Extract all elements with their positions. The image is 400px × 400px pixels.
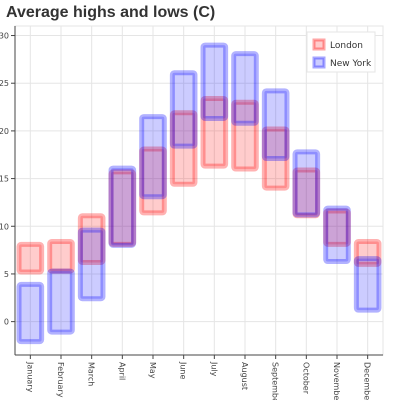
y-tick-label: 5 [4,270,9,279]
range-bar-london [47,239,75,274]
range-bar-london [169,110,198,187]
range-bar-london [16,241,45,275]
range-bar-new-york [169,70,198,149]
range-bar-new-york [47,268,75,335]
x-tick-label: August [240,362,249,390]
y-tick-label: 30 [0,32,9,41]
legend-box [306,31,376,73]
y-tick-label: 0 [4,318,9,327]
x-tick-label: May [148,362,157,379]
legend-swatch [312,56,326,69]
legend-label: New York [330,59,372,69]
x-tick-label: January [25,361,34,393]
range-bar-london [108,169,137,247]
x-tick-label: February [56,362,65,398]
range-bar-london [200,95,229,169]
x-tick-label: September [271,362,280,400]
x-tick-label: July [209,361,218,377]
x-tick-label: October [301,362,310,395]
range-bar-london [139,146,167,216]
range-bar-new-york [200,42,229,122]
chart-title: Average highs and lows (C) [6,4,216,21]
range-bar-london [353,239,382,267]
range-bar-london [323,208,351,247]
range-bar-new-york [353,256,382,313]
x-tick-label: April [117,362,126,380]
y-tick-label: 25 [0,79,9,88]
range-bar-new-york [108,165,137,248]
x-tick-label: November [332,362,341,400]
range-bar-london [292,167,321,219]
y-tick-label: 20 [0,127,9,136]
range-bar-new-york [292,149,321,218]
range-bar-new-york [261,88,290,162]
y-tick-label: 10 [0,222,9,231]
range-bar-london [231,99,259,172]
range-bar-new-york [231,51,259,126]
x-tick-label: June [179,361,188,380]
range-bar-london [77,213,106,265]
x-tick-label: March [87,362,96,386]
range-bar-new-york [139,114,167,200]
y-tick-label: 15 [0,175,9,184]
range-bar-london [261,126,290,191]
range-bar-new-york [323,205,351,265]
range-bar-new-york [16,281,45,345]
x-tick-label: December [363,362,372,400]
range-bar-new-york [77,227,106,302]
plot-frame [14,25,384,356]
legend-swatch [312,38,326,51]
legend-label: London [330,41,363,51]
